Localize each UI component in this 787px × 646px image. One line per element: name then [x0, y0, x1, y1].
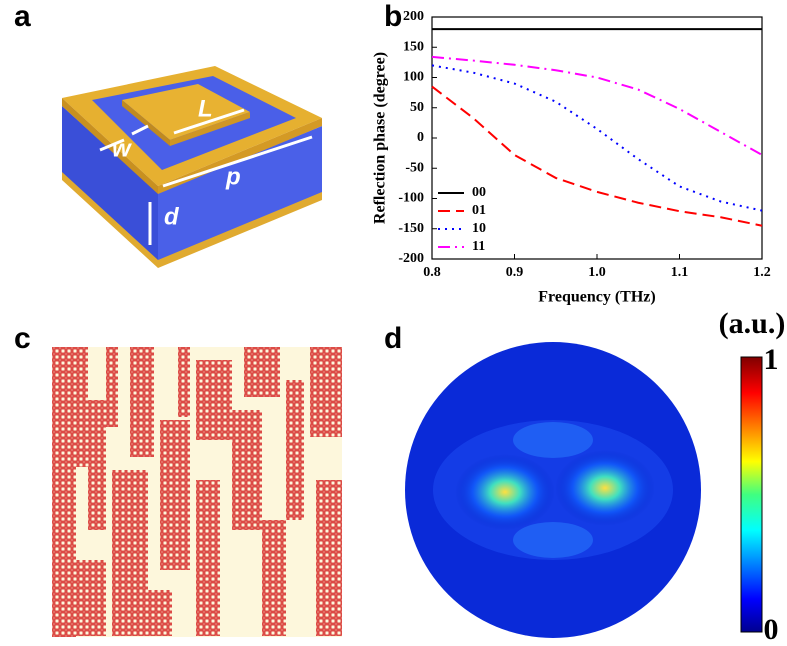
panel-label: a [14, 0, 31, 33]
legend-label: 01 [472, 203, 486, 218]
y-tick-label: -50 [405, 160, 424, 175]
y-tick-label: -100 [398, 191, 424, 206]
symbol: w [112, 135, 132, 162]
y-tick-label: -200 [398, 251, 424, 266]
y-tick-label: 0 [417, 130, 424, 145]
legend-label: 11 [472, 239, 485, 254]
panel-label: b [384, 0, 402, 33]
symbol: d [164, 203, 180, 230]
y-tick-label: 100 [403, 70, 424, 85]
panel-label: c [14, 322, 31, 355]
y-tick-label: 200 [403, 9, 424, 24]
panel-label: d [384, 322, 402, 355]
legend-label: 00 [472, 185, 486, 200]
symbol: L [198, 95, 213, 122]
x-tick-label: 0.9 [506, 265, 524, 280]
colorbar-max: 1 [764, 343, 779, 376]
colorbar-unit: (a.u.) [719, 307, 786, 340]
x-tick-label: 1.0 [588, 265, 606, 280]
series-line [431, 85, 763, 227]
legend-label: 10 [472, 221, 486, 236]
axes-frame [431, 16, 763, 260]
x-tick-label: 1.1 [671, 265, 689, 280]
series-line [431, 64, 763, 212]
x-tick-label: 0.8 [423, 265, 441, 280]
y-tick-label: 50 [410, 100, 424, 115]
coding-pattern [52, 347, 342, 637]
y-tick-label: 150 [403, 39, 424, 54]
symbol: p [225, 163, 241, 190]
far-field-pattern [405, 342, 701, 638]
x-axis-title: Frequency (THz) [538, 289, 655, 306]
y-axis-title: Reflection phase (degree) [372, 52, 389, 224]
colorbar [740, 356, 763, 633]
colorbar-min: 0 [764, 613, 779, 646]
x-tick-label: 1.2 [753, 265, 771, 280]
unit-cell-drawing [62, 66, 322, 268]
series-line [431, 55, 763, 156]
y-tick-label: -150 [398, 221, 424, 236]
